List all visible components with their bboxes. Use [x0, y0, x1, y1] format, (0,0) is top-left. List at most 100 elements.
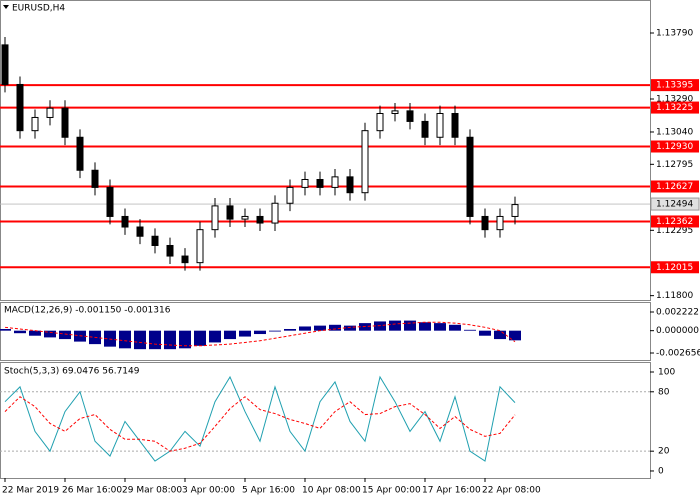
level-label: 1.12627: [656, 182, 693, 192]
y-tick-label: 1.13790: [656, 28, 693, 38]
level-box: [651, 101, 699, 114]
macd-bar: [59, 330, 71, 340]
menu-arrow[interactable]: [3, 5, 9, 9]
symbol-title: EURUSD,H4: [12, 4, 65, 14]
macd-bar: [269, 330, 281, 332]
x-tick-label: 5 Apr 16:00: [242, 486, 295, 496]
candle-body: [391, 110, 399, 115]
x-tick-label: 3 Apr 00:00: [182, 486, 235, 496]
y-tick-label: 1.11800: [656, 291, 693, 301]
macd-bar: [434, 323, 446, 331]
macd-bar: [314, 325, 326, 331]
main-panel: [0, 0, 651, 301]
candle-body: [331, 176, 339, 188]
macd-bar: [509, 330, 521, 341]
macd-bar: [389, 320, 401, 331]
level-label: 1.12930: [656, 142, 693, 152]
candle-body: [451, 113, 459, 138]
candle-body: [196, 229, 204, 264]
macd-bar: [119, 330, 131, 349]
candle-body: [241, 215, 249, 220]
macd-bar: [14, 330, 26, 334]
y-tick-label: 0: [658, 466, 664, 476]
macd-bar: [449, 324, 461, 331]
macd-bar: [179, 330, 191, 349]
level-label: 1.12362: [656, 217, 693, 227]
macd-bar: [194, 330, 206, 346]
candle-body: [211, 205, 219, 231]
candle-body: [496, 215, 504, 231]
macd-bar: [479, 330, 491, 336]
macd-bar: [464, 329, 476, 331]
level-box: [651, 79, 699, 92]
level-box: [651, 215, 699, 228]
macd-bar: [299, 326, 311, 331]
candle-body: [16, 83, 24, 132]
y-tick-label: 80: [658, 387, 670, 397]
candle-body: [316, 178, 324, 188]
y-tick-label: 1.12295: [656, 226, 693, 236]
x-tick-label: 10 Apr 08:00: [302, 486, 361, 496]
candle-body: [481, 215, 489, 231]
y-tick-label: -0.002656: [656, 348, 700, 358]
candle-body: [181, 255, 189, 264]
level-label: 1.13225: [656, 103, 693, 113]
candle-body: [136, 226, 144, 237]
macd-bar: [134, 330, 146, 350]
indicator-line: [4, 396, 516, 452]
x-tick-label: 22 Mar 2019: [2, 486, 59, 496]
candle-body: [256, 215, 264, 224]
candle-body: [466, 136, 474, 217]
macd-bar: [284, 328, 296, 331]
level-box: [651, 261, 699, 274]
macd-bar: [44, 330, 56, 338]
level-label: 1.13395: [656, 81, 693, 91]
candle-body: [31, 116, 39, 132]
y-tick-label: 1.12795: [656, 160, 693, 170]
stoch-panel: [0, 362, 651, 479]
candle-body: [421, 120, 429, 138]
macd-bar: [0, 328, 11, 331]
macd-bar: [419, 322, 431, 331]
candle-body: [1, 44, 9, 85]
last-price-box: [650, 197, 700, 211]
macd-bar: [164, 330, 176, 350]
candle-body: [436, 113, 444, 138]
x-tick-label: 29 Mar 08:00: [122, 486, 182, 496]
level-box: [651, 140, 699, 153]
x-tick-label: 22 Apr 08:00: [482, 486, 541, 496]
y-tick-label: 20: [658, 447, 670, 457]
candle-body: [286, 186, 294, 204]
stoch-title: Stoch(5,3,3) 69.0476 56.7149: [4, 367, 140, 377]
level-label: 1.12015: [656, 263, 693, 273]
x-tick-label: 17 Apr 16:00: [422, 486, 481, 496]
x-tick-label: 26 Mar 16:00: [62, 486, 122, 496]
macd-bar: [149, 330, 161, 350]
macd-bar: [239, 330, 251, 337]
macd-title: MACD(12,26,9) -0.001150 -0.001316: [4, 306, 171, 316]
candle-body: [406, 110, 414, 122]
candle-body: [511, 204, 519, 217]
candle-body: [106, 186, 114, 217]
candle-body: [376, 113, 384, 132]
level-box: [651, 180, 699, 193]
macd-bar: [29, 330, 41, 336]
candle-body: [151, 235, 159, 246]
candle-body: [61, 107, 69, 138]
macd-bar: [494, 330, 506, 340]
last-price-label: 1.12494: [656, 200, 693, 210]
candle-body: [301, 178, 309, 188]
candle-body: [121, 215, 129, 228]
x-tick-label: 15 Apr 00:00: [362, 486, 421, 496]
candle-body: [166, 244, 174, 257]
macd-bar: [254, 330, 266, 335]
candle-body: [91, 169, 99, 188]
candle-body: [271, 202, 279, 224]
candle-body: [226, 205, 234, 220]
candle-body: [346, 176, 354, 194]
macd-bar: [209, 330, 221, 343]
y-tick-label: 1.13040: [656, 127, 693, 137]
y-tick-label: 0.000000: [656, 326, 699, 336]
macd-bar: [224, 330, 236, 340]
